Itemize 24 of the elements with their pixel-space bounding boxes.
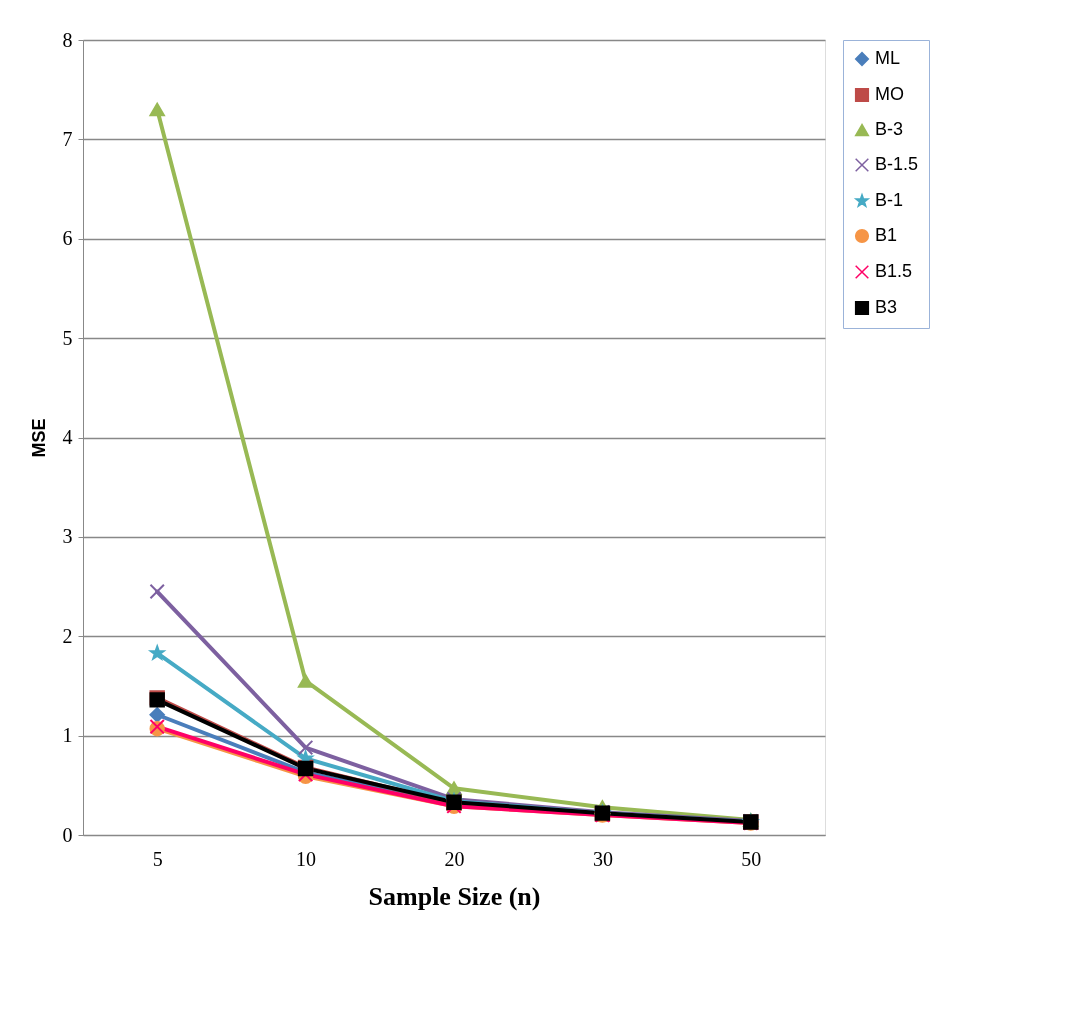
legend-label: MO — [875, 84, 904, 104]
legend-label: B-1.5 — [875, 154, 919, 174]
x-tick-label: 5 — [152, 847, 163, 870]
y-tick-label: 4 — [62, 426, 73, 448]
x-tick-label: 30 — [592, 847, 613, 870]
legend-label: B1.5 — [875, 261, 913, 281]
x-tick-label: 50 — [741, 847, 762, 870]
legend-label: B3 — [875, 297, 898, 317]
x-tick-label: 20 — [444, 847, 465, 870]
y-tick-label: 5 — [62, 326, 73, 349]
y-tick-label: 3 — [62, 525, 73, 548]
y-tick-label: 8 — [62, 28, 73, 51]
legend-label: B-3 — [875, 119, 904, 139]
x-axis-title: Sample Size (n) — [368, 881, 541, 911]
y-tick-label: 2 — [62, 624, 73, 647]
legend-label: B1 — [875, 225, 898, 245]
y-axis-title: MSE — [28, 418, 49, 458]
y-tick-label: 6 — [62, 227, 73, 250]
x-tick-label: 10 — [296, 847, 317, 870]
legend-label: B-1 — [875, 190, 904, 210]
y-tick-label: 7 — [62, 127, 73, 150]
y-tick-label: 0 — [62, 823, 73, 846]
y-tick-label: 1 — [62, 724, 73, 747]
legend-label: ML — [875, 48, 901, 68]
